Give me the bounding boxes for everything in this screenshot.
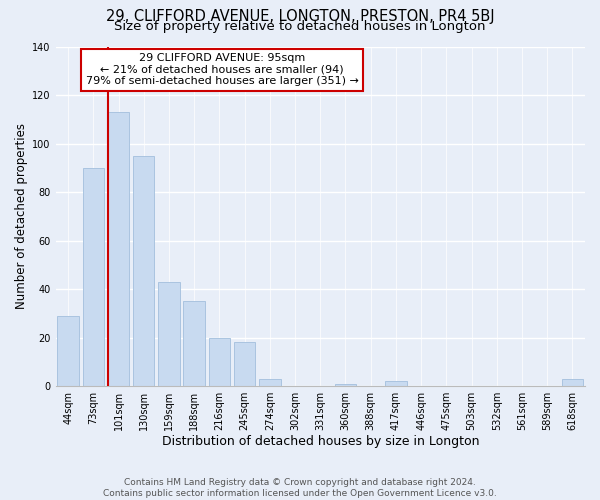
Text: 29 CLIFFORD AVENUE: 95sqm
← 21% of detached houses are smaller (94)
79% of semi-: 29 CLIFFORD AVENUE: 95sqm ← 21% of detac… — [86, 54, 359, 86]
Bar — [133, 156, 154, 386]
Bar — [158, 282, 180, 386]
Bar — [259, 379, 281, 386]
Bar — [562, 379, 583, 386]
Text: Size of property relative to detached houses in Longton: Size of property relative to detached ho… — [114, 20, 486, 33]
X-axis label: Distribution of detached houses by size in Longton: Distribution of detached houses by size … — [161, 434, 479, 448]
Y-axis label: Number of detached properties: Number of detached properties — [15, 124, 28, 310]
Bar — [385, 381, 407, 386]
Bar — [209, 338, 230, 386]
Text: Contains HM Land Registry data © Crown copyright and database right 2024.
Contai: Contains HM Land Registry data © Crown c… — [103, 478, 497, 498]
Bar — [234, 342, 256, 386]
Bar — [108, 112, 129, 386]
Bar — [335, 384, 356, 386]
Bar — [83, 168, 104, 386]
Bar — [184, 301, 205, 386]
Bar — [58, 316, 79, 386]
Text: 29, CLIFFORD AVENUE, LONGTON, PRESTON, PR4 5BJ: 29, CLIFFORD AVENUE, LONGTON, PRESTON, P… — [106, 9, 494, 24]
